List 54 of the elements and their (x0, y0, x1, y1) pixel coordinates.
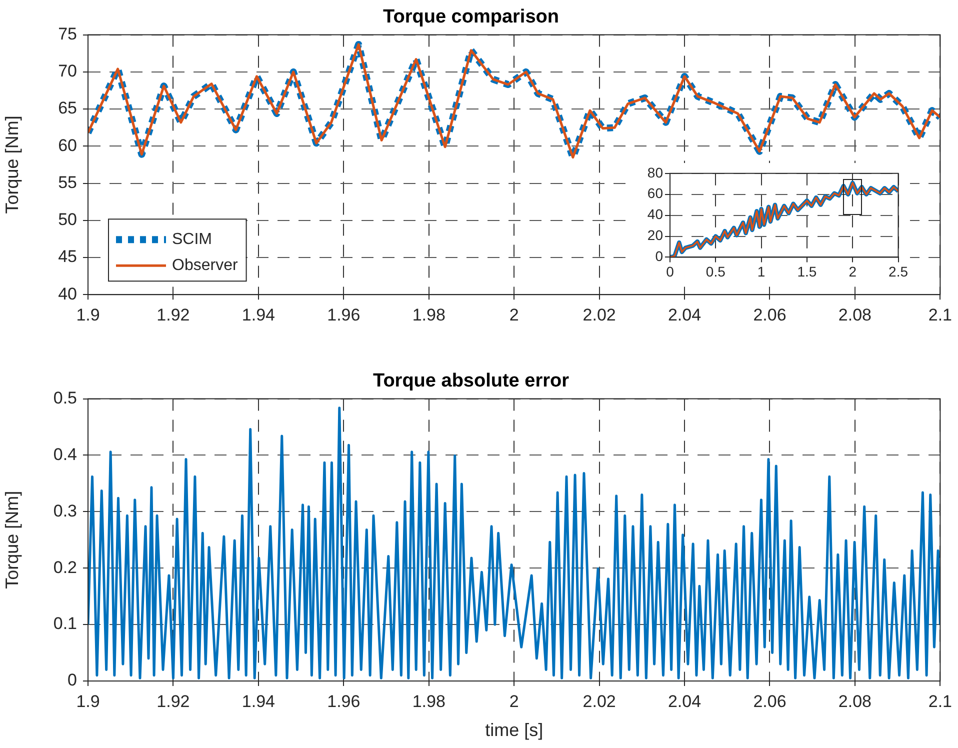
x-tick-label: 1 (757, 263, 766, 280)
y-tick-label: 0.1 (53, 614, 77, 634)
chart-title: Torque absolute error (372, 370, 570, 392)
legend-label: SCIM (172, 231, 212, 248)
x-tick-label: 2.08 (838, 692, 872, 711)
x-tick-label: 1.92 (156, 305, 190, 324)
y-tick-label: 45 (58, 247, 77, 266)
y-tick-label: 0 (655, 248, 664, 264)
x-tick-label: 2.06 (753, 305, 786, 324)
y-tick-label: 0.4 (53, 444, 77, 464)
x-tick-label: 1.98 (412, 305, 446, 324)
x-tick-label: 1.98 (412, 692, 446, 711)
y-tick-label: 70 (58, 62, 77, 81)
y-axis-title: Torque [Nm] (2, 490, 22, 589)
x-tick-label: 1.96 (327, 692, 360, 711)
y-tick-label: 40 (58, 284, 77, 304)
x-tick-label: 2 (848, 263, 857, 280)
x-tick-label: 2.04 (668, 692, 702, 711)
y-tick-label: 0.5 (53, 388, 77, 408)
x-tick-label: 1.92 (156, 692, 190, 711)
y-tick-label: 20 (647, 227, 664, 244)
x-tick-label: 1.94 (242, 692, 275, 711)
x-tick-label: 1.96 (327, 305, 360, 324)
y-tick-label: 50 (58, 210, 77, 230)
x-tick-label: 1.5 (797, 263, 817, 280)
y-axis-title: Torque [Nm] (2, 116, 22, 214)
x-tick-label: 1.94 (242, 305, 275, 324)
x-tick-label: 2.06 (753, 692, 786, 711)
x-tick-label: 2.02 (582, 692, 616, 711)
chart-title: Torque comparison (383, 6, 559, 28)
y-tick-label: 0 (68, 670, 77, 690)
x-tick-label: 2 (509, 305, 519, 324)
y-tick-label: 60 (647, 185, 664, 202)
y-tick-label: 55 (58, 172, 77, 192)
y-tick-label: 60 (58, 136, 77, 155)
x-tick-label: 1.9 (76, 692, 100, 711)
x-tick-label: 2.5 (888, 263, 908, 280)
y-tick-label: 0.2 (53, 558, 77, 577)
x-tick-label: 0 (666, 263, 674, 280)
x-tick-label: 2.1 (928, 305, 952, 324)
x-tick-label: 2 (509, 692, 519, 711)
legend-label: Observer (172, 257, 238, 274)
x-tick-label: 0.5 (706, 263, 726, 280)
y-tick-label: 65 (58, 98, 77, 118)
x-tick-label: 2.02 (582, 305, 616, 324)
x-axis-title: time [s] (485, 720, 544, 740)
y-tick-label: 0.3 (53, 501, 77, 520)
y-tick-label: 80 (647, 164, 664, 180)
y-tick-label: 75 (58, 24, 77, 44)
x-tick-label: 2.04 (668, 305, 702, 324)
x-tick-label: 1.9 (76, 305, 100, 324)
x-tick-label: 2.08 (838, 305, 872, 324)
x-tick-label: 2.1 (928, 692, 952, 711)
y-tick-label: 40 (647, 206, 664, 222)
